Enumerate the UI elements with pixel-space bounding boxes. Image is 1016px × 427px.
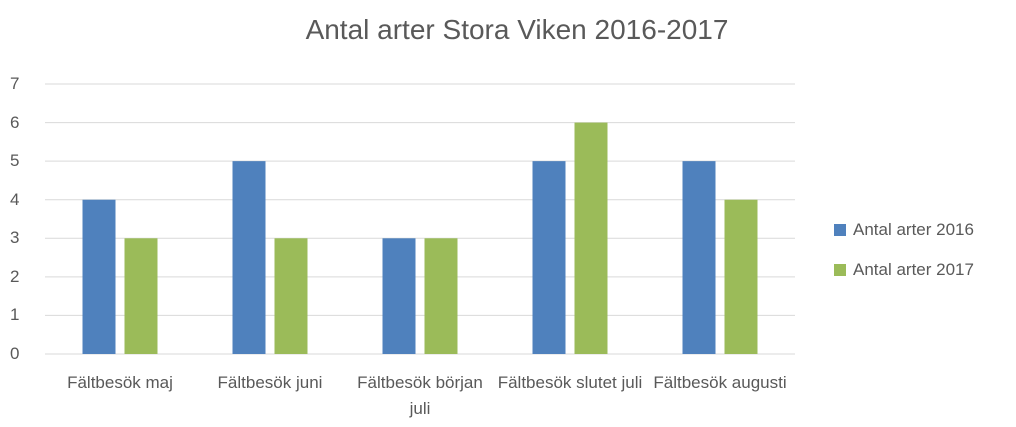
y-tick-label: 2: [10, 266, 20, 286]
y-tick-label: 4: [10, 189, 20, 209]
bar: [382, 238, 416, 354]
legend-label: Antal arter 2017: [853, 260, 974, 279]
bar: [682, 161, 716, 354]
bar: [724, 199, 758, 354]
bar: [82, 199, 116, 354]
legend-swatch: [834, 224, 846, 236]
x-tick-label: Fältbesök slutet juli: [497, 373, 643, 392]
bar: [232, 161, 266, 354]
y-tick-label: 6: [10, 112, 20, 132]
y-tick-label: 5: [10, 151, 20, 171]
y-tick-label: 1: [10, 305, 20, 325]
chart-title: Antal arter Stora Viken 2016-2017: [305, 14, 729, 45]
y-tick-label: 0: [10, 344, 20, 363]
bar: [574, 122, 608, 354]
bar: [532, 161, 566, 354]
bar: [424, 238, 458, 354]
legend-swatch: [834, 264, 846, 276]
x-tick-label: Fältbesök början juli: [357, 373, 483, 418]
y-tick-label: 3: [10, 228, 20, 248]
bar: [124, 238, 158, 354]
bar: [274, 238, 308, 354]
x-tick-label: Fältbesök augusti: [653, 373, 787, 392]
legend-label: Antal arter 2016: [853, 220, 974, 239]
x-tick-label: Fältbesök juni: [217, 373, 323, 392]
y-tick-label: 7: [10, 74, 20, 93]
x-tick-label: Fältbesök maj: [67, 373, 173, 392]
